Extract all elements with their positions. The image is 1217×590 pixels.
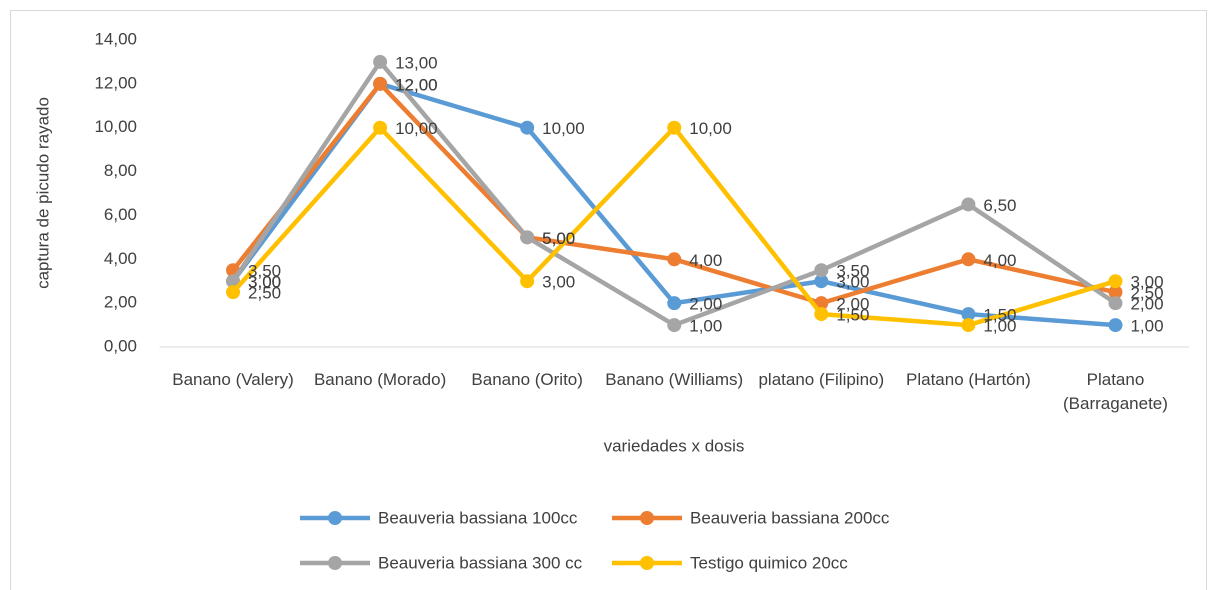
legend-label: Beauveria bassiana 100cc bbox=[378, 508, 578, 527]
data-label: 1,50 bbox=[983, 306, 1016, 325]
y-tick-label: 8,00 bbox=[104, 161, 137, 180]
data-label: 13,00 bbox=[395, 53, 438, 72]
x-tick-label: Banano (Morado) bbox=[314, 370, 446, 389]
point-marker bbox=[1108, 296, 1123, 311]
data-label: 3,50 bbox=[248, 262, 281, 281]
y-tick-label: 14,00 bbox=[94, 29, 137, 48]
x-tick-label: Banano (Orito) bbox=[471, 370, 583, 389]
data-label: 10,00 bbox=[542, 119, 585, 138]
point-marker bbox=[373, 54, 388, 69]
y-axis-label: captura de picudo rayado bbox=[33, 97, 52, 289]
data-label: 10,00 bbox=[689, 119, 732, 138]
point-marker bbox=[667, 318, 682, 333]
data-label: 3,50 bbox=[836, 262, 869, 281]
legend-label: Beauveria bassiana 300 cc bbox=[378, 553, 583, 572]
point-marker bbox=[226, 274, 241, 289]
data-label: 1,50 bbox=[836, 306, 869, 325]
data-label: 1,00 bbox=[1130, 317, 1163, 336]
point-marker bbox=[1108, 274, 1123, 289]
data-label: 2,00 bbox=[689, 295, 722, 314]
x-tick-line: Banano (Orito) bbox=[471, 370, 583, 389]
data-label: 3,00 bbox=[836, 273, 869, 292]
data-label: 1,00 bbox=[689, 317, 722, 336]
y-tick-label: 6,00 bbox=[104, 205, 137, 224]
data-label: 5,00 bbox=[542, 229, 575, 248]
point-marker bbox=[520, 274, 535, 289]
x-tick-line: Banano (Williams) bbox=[605, 370, 743, 389]
point-marker bbox=[814, 263, 829, 278]
legend-marker bbox=[328, 511, 342, 525]
series-line bbox=[231, 81, 1116, 306]
point-marker bbox=[961, 197, 976, 212]
point-marker bbox=[1108, 285, 1123, 300]
point-marker bbox=[373, 76, 388, 91]
data-label: 6,50 bbox=[983, 196, 1016, 215]
data-label: 3,00 bbox=[542, 273, 575, 292]
data-label: 3,00 bbox=[1130, 273, 1163, 292]
data-label: 12,00 bbox=[395, 75, 438, 94]
chart-border bbox=[10, 10, 1207, 590]
x-tick-line: Banano (Valery) bbox=[172, 370, 294, 389]
point-marker bbox=[520, 120, 535, 135]
point-marker bbox=[520, 230, 535, 245]
point-marker bbox=[814, 274, 829, 289]
x-tick-line: (Barraganete) bbox=[1063, 394, 1168, 413]
point-marker bbox=[961, 318, 976, 333]
data-label: 3,00 bbox=[248, 273, 281, 292]
y-tick-label: 4,00 bbox=[104, 249, 137, 268]
x-tick-label: platano (Filipino) bbox=[758, 370, 884, 389]
series-line bbox=[231, 125, 1117, 328]
data-label: 12,00 bbox=[395, 75, 438, 94]
data-label: 5,00 bbox=[542, 229, 575, 248]
x-tick-line: platano (Filipino) bbox=[758, 370, 884, 389]
x-tick-label: Platano (Barraganete) bbox=[1063, 370, 1168, 413]
point-marker bbox=[667, 252, 682, 267]
data-label: 2,00 bbox=[1130, 295, 1163, 314]
point-marker bbox=[373, 120, 388, 135]
x-tick-line: Platano (Hartón) bbox=[906, 370, 1031, 389]
data-label: 2,00 bbox=[836, 295, 869, 314]
y-tick-label: 10,00 bbox=[94, 117, 137, 136]
point-marker bbox=[961, 252, 976, 267]
data-label: 10,00 bbox=[395, 119, 438, 138]
point-marker bbox=[667, 296, 682, 311]
x-tick-line: Platano bbox=[1087, 370, 1145, 389]
point-marker bbox=[1108, 318, 1123, 333]
y-tick-label: 0,00 bbox=[104, 336, 137, 355]
x-tick-label: Platano (Hartón) bbox=[906, 370, 1031, 389]
data-label: 1,00 bbox=[983, 317, 1016, 336]
data-label: 2,50 bbox=[1130, 284, 1163, 303]
legend-marker bbox=[640, 556, 654, 570]
legend-marker bbox=[328, 556, 342, 570]
point-marker bbox=[814, 307, 829, 322]
legend-label: Beauveria bassiana 200cc bbox=[690, 508, 890, 527]
data-label: 4,00 bbox=[689, 251, 722, 270]
point-marker bbox=[226, 285, 241, 300]
y-tick-label: 12,00 bbox=[94, 73, 137, 92]
data-label: 2,50 bbox=[248, 284, 281, 303]
point-marker bbox=[961, 307, 976, 322]
legend-label: Testigo quimico 20cc bbox=[690, 553, 848, 572]
x-axis-label: variedades x dosis bbox=[604, 436, 745, 455]
point-marker bbox=[667, 120, 682, 135]
x-tick-line: Banano (Morado) bbox=[314, 370, 446, 389]
data-label: 3,00 bbox=[248, 273, 281, 292]
x-tick-label: Banano (Williams) bbox=[605, 370, 743, 389]
x-tick-label: Banano (Valery) bbox=[172, 370, 294, 389]
legend-marker bbox=[640, 511, 654, 525]
data-label: 4,00 bbox=[983, 251, 1016, 270]
y-tick-label: 2,00 bbox=[104, 293, 137, 312]
